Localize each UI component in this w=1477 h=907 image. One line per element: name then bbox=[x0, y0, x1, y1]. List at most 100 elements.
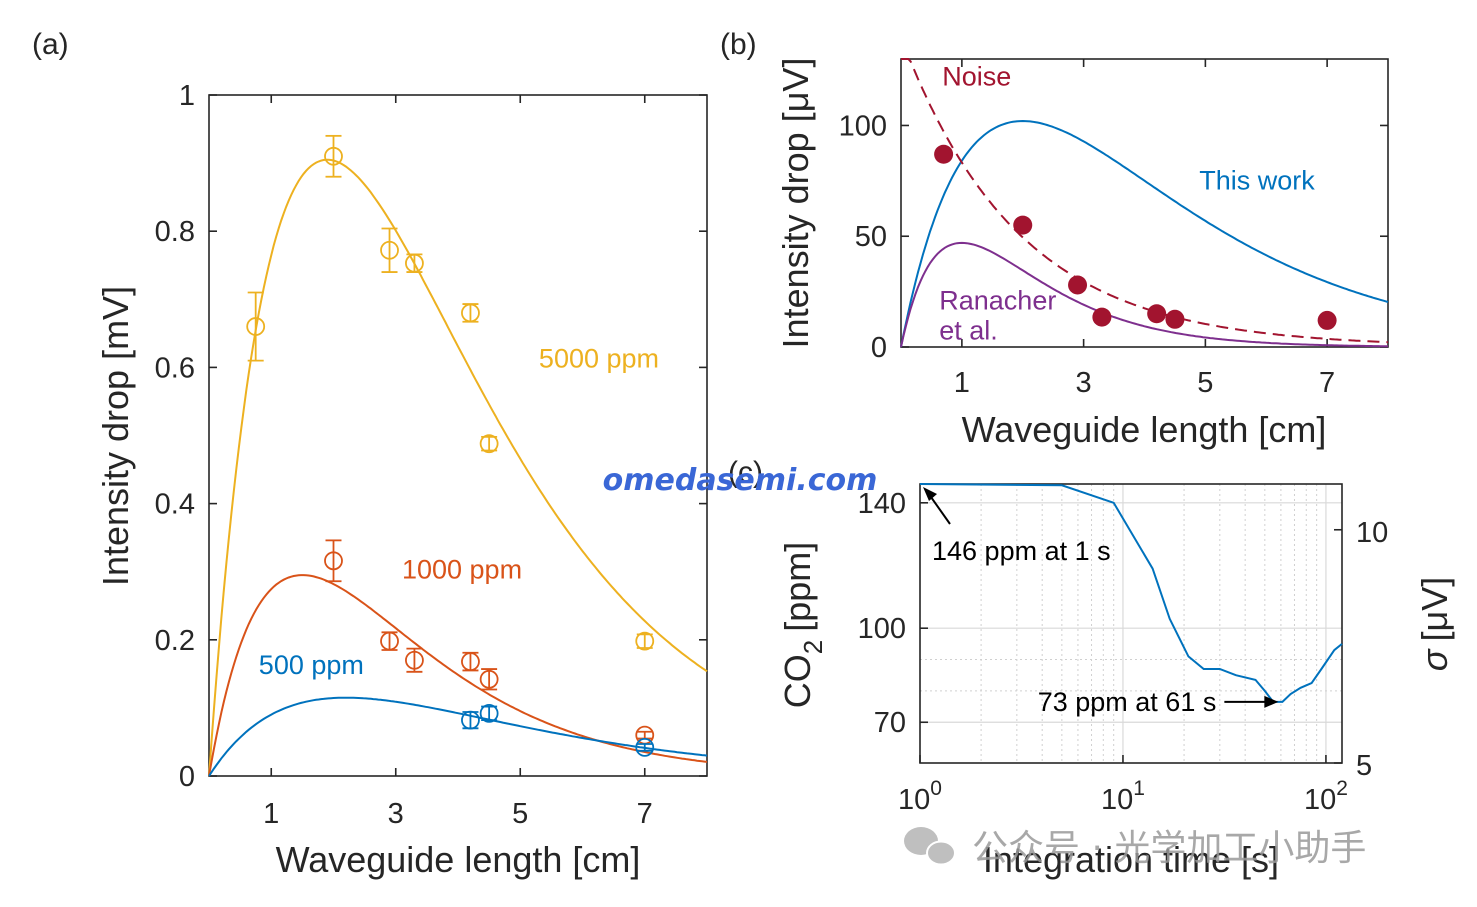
panel-c-ylabel-unit: [ppm] bbox=[777, 542, 818, 632]
panel-a-xlabel: Waveguide length [cm] bbox=[276, 839, 641, 880]
panel-b-data-point bbox=[1092, 307, 1112, 327]
panel-c-ylabel-sub: 2 bbox=[798, 640, 828, 654]
panel-a-data-point bbox=[405, 253, 424, 273]
panel-c-frame bbox=[919, 483, 1343, 764]
panel-b-fit-line bbox=[900, 119, 1389, 348]
panel-b-xtick-label: 3 bbox=[1076, 367, 1092, 399]
panel-a-xtick-label: 3 bbox=[388, 798, 404, 830]
panel-a-ytick-label: 0.2 bbox=[155, 625, 195, 657]
panel-c-ylabel-main: CO bbox=[777, 654, 818, 708]
panel-b-frame bbox=[900, 58, 1389, 348]
panel-a-xtick-label: 7 bbox=[637, 798, 653, 830]
panel-b-xlabel: Waveguide length [cm] bbox=[962, 409, 1327, 450]
panel-c-xlabel: Integration time [s] bbox=[983, 839, 1279, 880]
panel-a-ytick-label: 0 bbox=[179, 761, 195, 793]
panel-c-y2label-symbol: σ bbox=[1414, 648, 1455, 671]
panel-a-fit-line bbox=[208, 696, 708, 777]
panel-c-xtick-base: 10 bbox=[1304, 784, 1336, 816]
panel-a-ticks: 1 3 5 7 0 0.2 0.4 0.6 0.8 1 bbox=[155, 80, 707, 830]
panel-b-ytick-label: 100 bbox=[839, 110, 887, 142]
panel-a-data-point bbox=[461, 303, 480, 323]
panel-b-series-label: et al. bbox=[939, 315, 998, 345]
panel-a-data-point bbox=[461, 652, 480, 671]
panel-b-label: (b) bbox=[720, 28, 757, 61]
panel-a-plot: 5000 ppm 1000 ppm 500 ppm bbox=[208, 134, 708, 777]
panel-b-ytick-label: 0 bbox=[871, 332, 887, 364]
panel-a-data-point bbox=[324, 551, 343, 571]
panel-b-xtick-label: 1 bbox=[954, 367, 970, 399]
panel-a-data-point bbox=[380, 240, 399, 260]
panel-a-data-point bbox=[479, 434, 499, 454]
panel-b-noise-line bbox=[901, 58, 1389, 344]
panel-a-series-label: 5000 ppm bbox=[539, 343, 659, 373]
panel-a-fit-line bbox=[208, 574, 708, 777]
panel-c-ytick-label: 100 bbox=[858, 613, 906, 645]
panel-a-ytick-label: 0.6 bbox=[155, 352, 195, 384]
panel-a-xtick-label: 1 bbox=[263, 798, 279, 830]
site-watermark: omedasemi.com bbox=[603, 463, 878, 498]
panel-a-ytick-label: 0.4 bbox=[155, 489, 195, 521]
panel-c-label: (c) bbox=[728, 456, 763, 489]
panel-c-plot: 146 ppm at 1 s 73 ppm at 61 s bbox=[919, 483, 1343, 717]
panel-a-data-point bbox=[405, 650, 424, 670]
panel-b-data-point bbox=[1068, 275, 1088, 295]
panel-a-data-point bbox=[380, 631, 399, 651]
panel-a-ylabel: Intensity drop [mV] bbox=[95, 286, 136, 586]
panel-b-ylabel: Intensity drop [μV] bbox=[775, 58, 816, 349]
panel-b-xtick-label: 5 bbox=[1197, 367, 1213, 399]
panel-b-series-label: This work bbox=[1199, 166, 1315, 196]
panel-c-xtick-exp: 0 bbox=[930, 777, 942, 800]
panel-a-series-label: 500 ppm bbox=[259, 650, 364, 680]
wechat-icon bbox=[904, 827, 956, 866]
panel-c-annotation-arrowhead bbox=[1264, 695, 1279, 708]
panel-c-y2label-unit: [μV] bbox=[1414, 577, 1455, 642]
panel-c-ylabel: CO2 [ppm] bbox=[777, 542, 828, 709]
panel-a-label: (a) bbox=[32, 28, 69, 61]
panel-a-frame bbox=[208, 94, 708, 777]
wechat-watermark-text: 公众号 · 光学加工小助手 bbox=[972, 828, 1366, 869]
panel-c-xtick-exp: 1 bbox=[1133, 777, 1145, 800]
panel-b-ytick-label: 50 bbox=[855, 221, 887, 253]
panel-c-annotation-text: 73 ppm at 61 s bbox=[1038, 687, 1217, 717]
panel-b-ticks: 1 3 5 7 0 50 100 bbox=[839, 59, 1388, 399]
panel-c-allan-line bbox=[919, 483, 1343, 703]
panel-b-series-label: Ranacher bbox=[939, 285, 1056, 315]
panel-b-data-point bbox=[934, 144, 954, 164]
panel-a-data-point bbox=[461, 710, 480, 730]
panel-b-data-point bbox=[1317, 310, 1337, 330]
panel-c-xtick-base: 10 bbox=[1101, 784, 1133, 816]
panel-c-ytick-label: 70 bbox=[874, 707, 906, 739]
panel-a-fit-line bbox=[208, 158, 708, 777]
panel-b-fit-line bbox=[900, 241, 1388, 348]
panel-a-series-label: 1000 ppm bbox=[402, 555, 522, 585]
wechat-watermark: 公众号 · 光学加工小助手 bbox=[904, 827, 1366, 869]
panel-c-xtick-label: 100 bbox=[898, 777, 942, 816]
panel-c-xtick-exp: 2 bbox=[1336, 777, 1348, 800]
panel-a-data-point bbox=[479, 703, 499, 723]
panel-c-xtick-base: 10 bbox=[898, 784, 930, 816]
panel-c-grid bbox=[919, 484, 1342, 763]
panel-c-ytick-label: 140 bbox=[858, 488, 906, 520]
panel-a-data-point bbox=[479, 669, 499, 689]
panel-a-xtick-label: 5 bbox=[512, 798, 528, 830]
panel-c-annotation-text: 146 ppm at 1 s bbox=[932, 536, 1111, 566]
panel-a-data-point bbox=[635, 631, 655, 651]
panel-a-ytick-label: 0.8 bbox=[155, 216, 195, 248]
panel-b-data-point bbox=[1147, 304, 1167, 324]
panel-b-data-point bbox=[1013, 215, 1033, 235]
panel-a-data-point bbox=[635, 737, 655, 757]
panel-b-data-point bbox=[1165, 309, 1185, 329]
panel-c-xtick-label: 102 bbox=[1304, 777, 1348, 816]
panel-a-ytick-label: 1 bbox=[179, 80, 195, 112]
panel-a-data-point bbox=[246, 317, 266, 336]
panel-c-y2tick-label: 10 bbox=[1356, 517, 1388, 549]
panel-c-annotation-arrowhead bbox=[923, 487, 937, 501]
panel-c-y2tick-label: 5 bbox=[1356, 750, 1372, 782]
panel-b-series-label: Noise bbox=[942, 62, 1011, 92]
panel-c-y2label: σ [μV] bbox=[1414, 577, 1455, 671]
panel-c-xtick-label: 101 bbox=[1101, 777, 1145, 816]
